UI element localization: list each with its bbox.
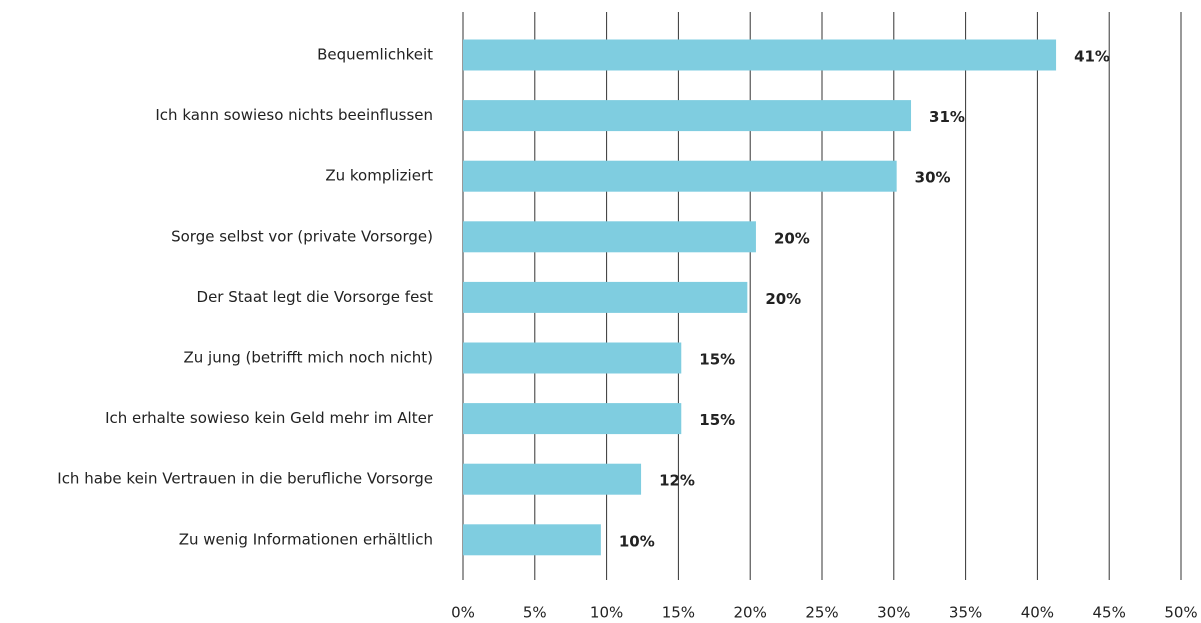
value-label: 12%: [659, 472, 695, 490]
x-tick-label: 0%: [451, 604, 475, 622]
category-label: Ich habe kein Vertrauen in die beruflich…: [57, 470, 433, 488]
x-tick-label: 50%: [1164, 604, 1197, 622]
value-label: 10%: [619, 532, 655, 550]
category-label: Zu kompliziert: [325, 167, 433, 185]
value-label: 15%: [699, 411, 735, 429]
bar: [463, 281, 748, 313]
x-tick-label: 45%: [1093, 604, 1126, 622]
bar: [463, 100, 912, 132]
bar: [463, 160, 897, 192]
category-label: Ich kann sowieso nichts beeinflussen: [155, 106, 433, 124]
x-tick-label: 20%: [734, 604, 767, 622]
bar: [463, 39, 1057, 71]
category-label: Ich erhalte sowieso kein Geld mehr im Al…: [105, 409, 434, 427]
value-label: 20%: [765, 290, 801, 308]
category-label: Zu wenig Informationen erhältlich: [179, 530, 433, 548]
category-label: Sorge selbst vor (private Vorsorge): [171, 227, 433, 245]
bar: [463, 524, 601, 556]
category-label: Zu jung (betrifft mich noch nicht): [184, 349, 434, 367]
x-tick-label: 25%: [805, 604, 838, 622]
x-tick-label: 15%: [662, 604, 695, 622]
category-label: Bequemlichkeit: [317, 46, 433, 64]
x-tick-label: 40%: [1021, 604, 1054, 622]
x-tick-label: 30%: [877, 604, 910, 622]
value-label: 30%: [915, 169, 951, 187]
bar: [463, 221, 756, 253]
value-label: 41%: [1074, 48, 1110, 66]
x-tick-label: 10%: [590, 604, 623, 622]
x-tick-label: 35%: [949, 604, 982, 622]
bar: [463, 463, 642, 495]
category-label: Der Staat legt die Vorsorge fest: [197, 288, 434, 306]
value-label: 15%: [699, 351, 735, 369]
value-label: 20%: [774, 229, 810, 247]
bar: [463, 403, 682, 435]
value-label: 31%: [929, 108, 965, 126]
bar: [463, 342, 682, 374]
x-tick-label: 5%: [523, 604, 547, 622]
